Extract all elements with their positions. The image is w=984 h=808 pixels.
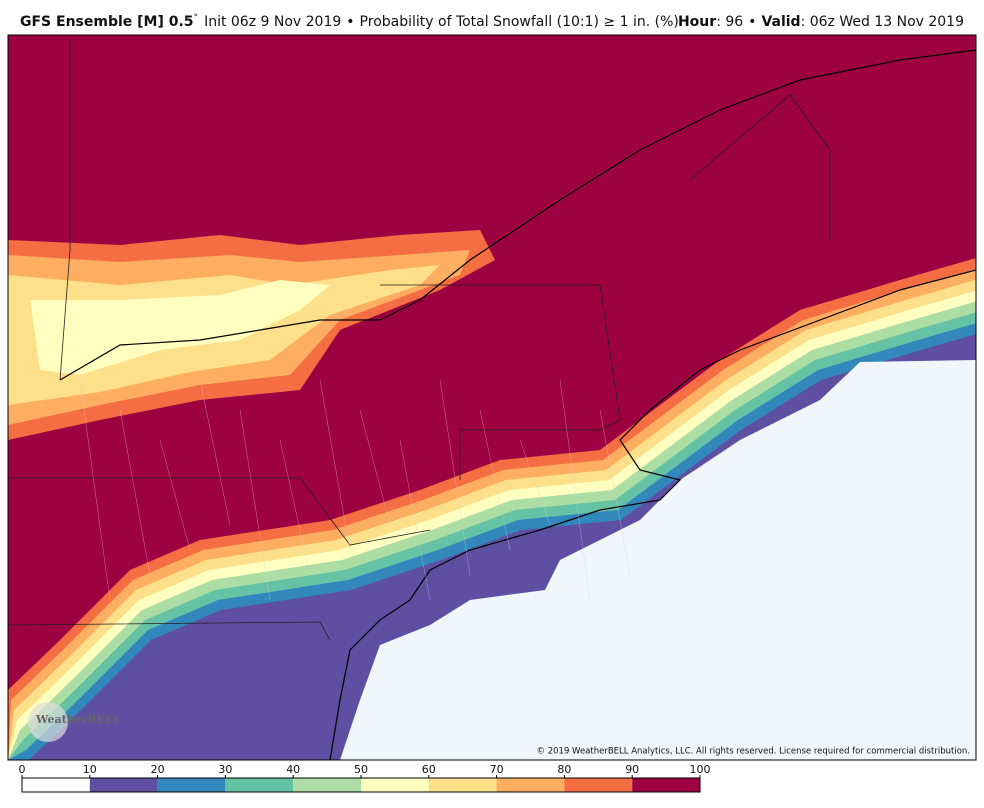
- county-line: [199, 379, 231, 526]
- map-frame: [7, 34, 977, 761]
- county-line: [359, 409, 391, 526]
- colorbar-tick-label: 100: [690, 763, 711, 776]
- county-line: [319, 379, 351, 551]
- state-line: [59, 40, 71, 381]
- separator: •: [346, 14, 354, 30]
- county-line: [439, 379, 471, 576]
- logo-mark: [28, 702, 68, 742]
- colorbar-bin: [361, 778, 429, 792]
- state-line: [689, 94, 831, 240]
- colorbar-tick-label: 80: [557, 763, 571, 776]
- separator: •: [748, 14, 756, 30]
- hour-value: : 96: [716, 14, 743, 30]
- hour-label: Hour: [678, 14, 716, 30]
- colorbar-bin: [564, 778, 633, 792]
- colorbar-tick-label: 20: [151, 763, 165, 776]
- coastline: [59, 49, 976, 381]
- snow-band: [30, 280, 330, 375]
- county-line: [479, 409, 511, 551]
- ocean: [340, 360, 976, 760]
- colorbar-bin: [293, 778, 361, 792]
- county-line: [119, 409, 151, 576]
- degree: °: [194, 13, 199, 23]
- product: Probability of Total Snowfall (10:1) ≥ 1…: [360, 14, 679, 30]
- county-line: [559, 379, 591, 601]
- state-line: [380, 284, 621, 480]
- coastline: [329, 269, 976, 760]
- county-line: [599, 409, 631, 576]
- colorbar-bin: [496, 778, 565, 792]
- logo: WeatherBELL: [28, 702, 121, 742]
- logo-text: WeatherBELL: [35, 713, 121, 726]
- valid-value: : 06z Wed 13 Nov 2019: [801, 14, 964, 30]
- state-line: [8, 621, 331, 641]
- colorbar-tick-label: 0: [19, 763, 26, 776]
- colorbar-bin: [89, 778, 158, 792]
- county-line: [279, 439, 311, 576]
- county-line: [159, 439, 191, 551]
- colorbar-bin: [632, 778, 700, 792]
- colorbar-bin: [157, 778, 226, 792]
- county-line: [79, 379, 111, 601]
- init: Init 06z 9 Nov 2019: [204, 14, 341, 30]
- state-line: [8, 477, 431, 546]
- colorbar-tick-label: 50: [354, 763, 368, 776]
- colorbar-bin: [428, 778, 497, 792]
- colorbar: 0 10 20 30 40 50 60 70 80 90 100: [19, 763, 711, 793]
- header-right: Hour: 96 • Valid: 06z Wed 13 Nov 2019: [678, 14, 964, 30]
- header-left: GFS Ensemble [M] 0.5° Init 06z 9 Nov 2019…: [20, 13, 679, 31]
- colorbar-tick-label: 60: [422, 763, 436, 776]
- colorbar-tick-label: 70: [490, 763, 504, 776]
- county-line: [519, 439, 551, 526]
- colorbar-bin: [22, 778, 90, 792]
- colorbar-tick-label: 90: [625, 763, 639, 776]
- valid-label: Valid: [761, 14, 800, 30]
- colorbar-tick-label: 10: [83, 763, 97, 776]
- model: GFS Ensemble [M] 0.5: [20, 14, 194, 30]
- copyright: © 2019 WeatherBELL Analytics, LLC. All r…: [537, 747, 970, 757]
- colorbar-tick-label: 30: [218, 763, 232, 776]
- map: [8, 35, 976, 760]
- colorbar-tick-label: 40: [286, 763, 300, 776]
- county-line: [399, 439, 431, 601]
- colorbar-bin: [225, 778, 294, 792]
- county-line: [239, 409, 271, 601]
